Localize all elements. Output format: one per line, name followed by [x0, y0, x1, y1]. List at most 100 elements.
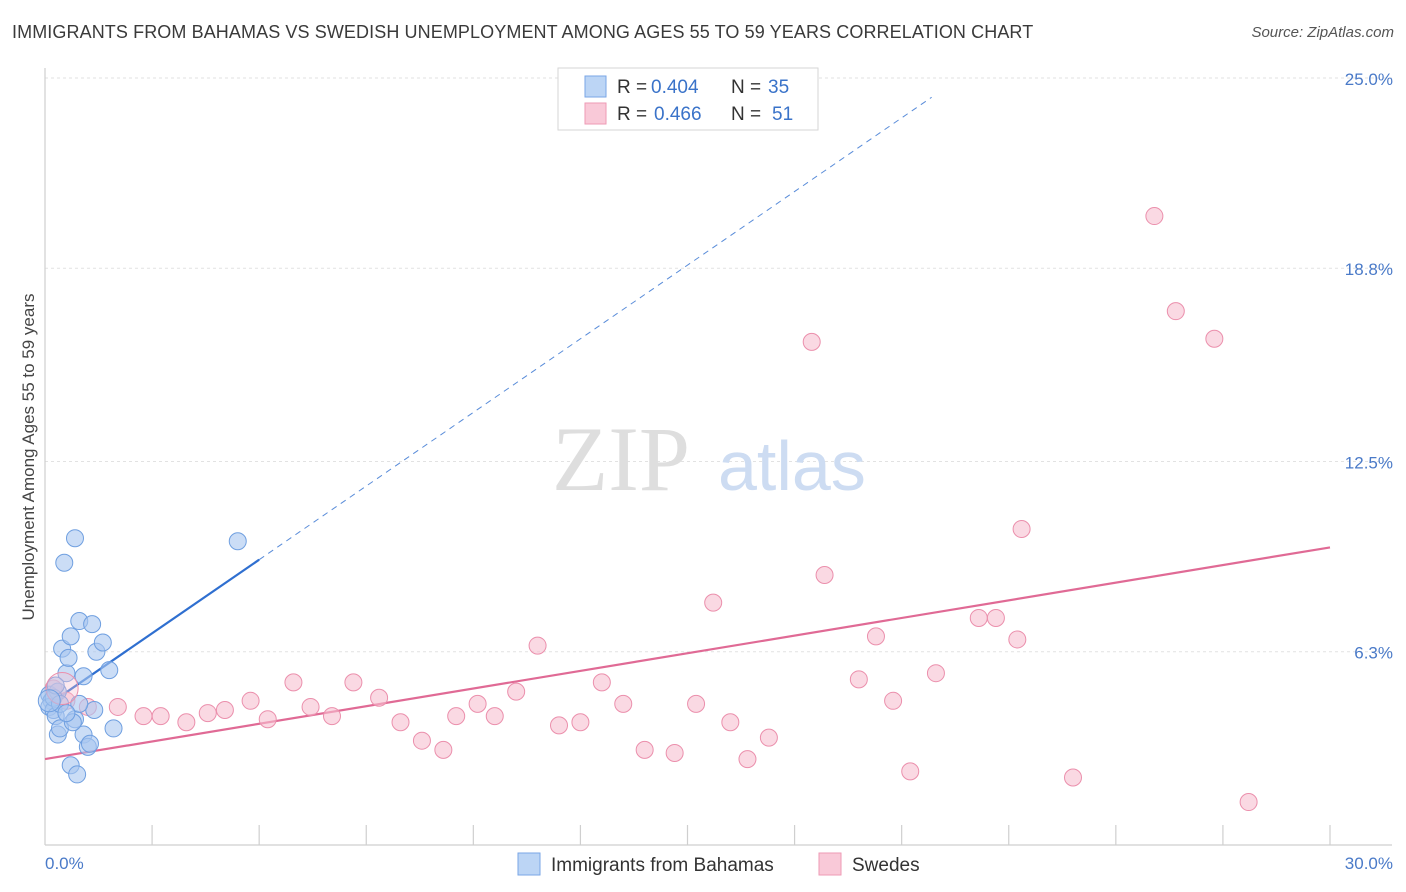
legend-swatch-swedes: [584, 102, 607, 125]
bottom-legend-label-swedes: Swedes: [852, 855, 920, 876]
swedes-point-13: [322, 707, 341, 726]
swedes-point-38: [866, 627, 885, 646]
swedes-point-34: [759, 728, 778, 747]
swedes-point-49: [1205, 329, 1224, 348]
swedes-point-18: [434, 740, 453, 759]
bahamas-point-12: [65, 529, 84, 548]
swedes-point-27: [614, 694, 633, 713]
swedes-point-42: [969, 608, 988, 627]
legend-r-label-bahamas: R =: [617, 77, 647, 98]
swedes-point-47: [1145, 207, 1164, 226]
bahamas-point-13: [55, 553, 74, 572]
legend-n-label-swedes: N =: [731, 104, 761, 125]
bahamas-point-28: [70, 694, 89, 713]
swedes-point-32: [721, 713, 740, 732]
legend-swatch-bahamas: [584, 75, 607, 98]
swedes-point-3: [108, 697, 127, 716]
swedes-point-19: [447, 707, 466, 726]
swedes-point-17: [412, 731, 431, 750]
swedes-point-7: [198, 704, 217, 723]
swedes-point-37: [849, 670, 868, 689]
legend-item-bahamas: R = 0.404 N = 35: [584, 75, 789, 98]
swedes-point-36: [815, 566, 834, 585]
swedes-point-21: [485, 707, 504, 726]
gridlines: [45, 77, 1392, 653]
swedes-point-35: [802, 332, 821, 351]
swedes-point-31: [704, 593, 723, 612]
legend-r-label-swedes: R =: [617, 104, 647, 125]
watermark-atlas: atlas: [718, 427, 866, 505]
bahamas-point-11: [61, 627, 80, 646]
bahamas-point-22: [68, 765, 87, 784]
bahamas-point-33: [57, 704, 76, 723]
y-axis-label: Unemployment Among Ages 55 to 59 years: [19, 294, 38, 621]
swedes-point-14: [344, 673, 363, 692]
bahamas-point-16: [83, 615, 102, 634]
bahamas-trend-extension: [258, 96, 932, 561]
swedes-point-10: [258, 710, 277, 729]
bottom-legend-swatch-bahamas: [517, 852, 541, 876]
axes: [44, 68, 1392, 846]
bahamas-point-20: [104, 719, 123, 738]
swedes-trend-line: [44, 546, 1331, 761]
swedes-point-8: [215, 701, 234, 720]
swedes-point-9: [241, 691, 260, 710]
swedes-point-20: [468, 694, 487, 713]
swedes-point-29: [665, 743, 684, 762]
y-tick-labels: 6.3% 12.5% 18.8% 25.0%: [1345, 70, 1393, 663]
swedes-point-12: [301, 697, 320, 716]
bahamas-point-26: [85, 701, 104, 720]
swedes-point-24: [550, 716, 568, 735]
swedes-point-16: [391, 713, 410, 732]
swedes-point-43: [986, 608, 1005, 627]
y-tick-label-0: 6.3%: [1354, 644, 1393, 663]
swedes-point-45: [1012, 519, 1031, 538]
x-tick-marks: [151, 825, 1331, 845]
swedes-point-40: [901, 762, 920, 781]
swedes-point-50: [1239, 793, 1258, 812]
bahamas-point-15: [74, 667, 93, 686]
legend: R = 0.404 N = 35 R = 0.466 N = 51: [557, 67, 819, 131]
legend-r-value-bahamas: 0.404: [651, 77, 699, 98]
swedes-point-23: [528, 636, 547, 655]
swedes-point-5: [151, 707, 170, 726]
chart-title: IMMIGRANTS FROM BAHAMAS VS SWEDISH UNEMP…: [12, 22, 1034, 42]
legend-n-value-bahamas: 35: [768, 77, 789, 98]
swedes-point-28: [635, 740, 654, 759]
bahamas-cluster-point: [37, 689, 61, 713]
swedes-point-11: [284, 673, 303, 692]
bahamas-point-18: [93, 633, 112, 652]
swedes-point-33: [738, 750, 757, 769]
y-tick-label-2: 18.8%: [1345, 260, 1393, 279]
swedes-point-22: [507, 682, 526, 701]
bahamas-point-31: [228, 532, 247, 551]
watermark: ZIP atlas: [552, 408, 866, 510]
swedes-point-15: [370, 688, 389, 707]
bahamas-point-19: [100, 661, 119, 680]
swedes-point-41: [926, 664, 945, 683]
source-credit: Source: ZipAtlas.com: [1251, 24, 1394, 41]
watermark-zip: ZIP: [552, 408, 690, 510]
legend-item-swedes: R = 0.466 N = 51: [584, 102, 793, 125]
bahamas-point-10: [59, 648, 78, 667]
x-tick-label-min: 0.0%: [45, 854, 84, 873]
legend-n-value-swedes: 51: [772, 104, 793, 125]
x-tick-label-max: 30.0%: [1345, 854, 1393, 873]
bottom-legend: Immigrants from Bahamas Swedes: [517, 852, 920, 876]
y-tick-label-3: 25.0%: [1345, 70, 1393, 89]
swedes-point-25: [571, 713, 590, 732]
legend-r-value-swedes: 0.466: [654, 104, 702, 125]
swedes-point-39: [884, 691, 903, 710]
swedes-point-44: [1008, 630, 1027, 649]
swedes-point-46: [1064, 768, 1082, 787]
swedes-point-30: [687, 694, 706, 713]
bottom-legend-label-bahamas: Immigrants from Bahamas: [551, 855, 774, 876]
swedes-point-26: [592, 673, 611, 692]
y-tick-label-1: 12.5%: [1345, 454, 1393, 473]
data-points: [37, 207, 1258, 812]
bottom-legend-swatch-swedes: [818, 852, 842, 876]
swedes-point-4: [134, 707, 153, 726]
swedes-point-6: [177, 713, 196, 732]
legend-n-label-bahamas: N =: [731, 77, 761, 98]
